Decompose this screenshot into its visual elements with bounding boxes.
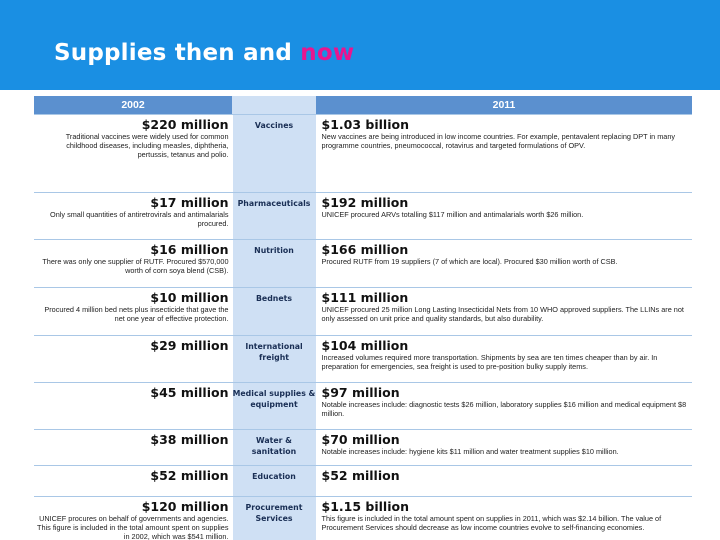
table-row: $220 million Traditional vaccines were wi… bbox=[34, 114, 692, 193]
cell-2002: $45 million bbox=[34, 382, 232, 430]
amount-2002: $52 million bbox=[150, 467, 229, 483]
desc-2011: Increased volumes required more transpor… bbox=[321, 352, 658, 371]
desc-2011: This figure is included in the total amo… bbox=[321, 513, 662, 532]
desc-2002: There was only one supplier of RUTF. Pro… bbox=[42, 256, 229, 275]
table-row: $16 million There was only one supplier o… bbox=[34, 239, 692, 288]
slide-title: Supplies then and now bbox=[54, 40, 354, 66]
cell-2002: $10 million Procured 4 million bed nets p… bbox=[34, 287, 232, 336]
cell-2011: $1.03 billion New vaccines are being intr… bbox=[316, 114, 692, 193]
desc-2002: Traditional vaccines were widely used fo… bbox=[65, 131, 229, 160]
desc-2011: UNICEF procured ARVs totalling $117 mill… bbox=[321, 209, 584, 219]
cell-2002: $16 million There was only one supplier o… bbox=[34, 239, 232, 288]
category-label: Pharmaceuticals bbox=[237, 198, 311, 208]
table-row: $29 million International freight $104 m… bbox=[34, 335, 692, 383]
cell-category: Vaccines bbox=[231, 114, 317, 193]
desc-2011: Procured RUTF from 19 suppliers (7 of wh… bbox=[321, 256, 618, 266]
cell-2002: $38 million bbox=[34, 429, 232, 466]
cell-2011: $166 million Procured RUTF from 19 suppli… bbox=[316, 239, 692, 288]
category-label: Vaccines bbox=[254, 120, 294, 130]
cell-2011: $1.15 billion This figure is included in … bbox=[316, 496, 692, 540]
cell-2002: $120 million UNICEF procures on behalf of… bbox=[34, 496, 232, 540]
amount-2002: $17 million bbox=[150, 194, 229, 210]
desc-2011: New vaccines are being introduced in low… bbox=[321, 131, 676, 150]
table-row: $45 million Medical supplies & equipment… bbox=[34, 382, 692, 430]
slide-header: Supplies then and now bbox=[0, 0, 720, 90]
cell-category: Education bbox=[231, 465, 317, 497]
cell-category: Bednets bbox=[231, 287, 317, 336]
category-label: Education bbox=[252, 471, 296, 481]
amount-2011: $192 million bbox=[321, 194, 409, 210]
desc-2002: Procured 4 million bed nets plus insecti… bbox=[44, 304, 229, 323]
cell-category: Medical supplies & equipment bbox=[231, 382, 317, 430]
cell-2002: $29 million bbox=[34, 335, 232, 383]
supplies-comparison-table: 2002 2011 $220 million Traditional vaccin… bbox=[34, 96, 692, 540]
amount-2011: $1.03 billion bbox=[321, 116, 409, 132]
cell-2011: $97 million Notable increases include: di… bbox=[316, 382, 692, 430]
amount-2002: $38 million bbox=[150, 431, 229, 447]
table-row: $120 million UNICEF procures on behalf of… bbox=[34, 496, 692, 540]
category-label: Bednets bbox=[255, 293, 293, 303]
category-label: Water & sanitation bbox=[251, 435, 297, 456]
amount-2011: $52 million bbox=[321, 467, 400, 483]
category-label: Medical supplies & equipment bbox=[232, 388, 316, 409]
cell-2002: $220 million Traditional vaccines were wi… bbox=[34, 114, 232, 193]
amount-2002: $220 million bbox=[141, 116, 229, 132]
desc-2002: Only small quantities of antiretrovirals… bbox=[50, 209, 229, 228]
cell-2011: $52 million bbox=[316, 465, 692, 497]
amount-2002: $45 million bbox=[150, 384, 229, 400]
cell-2011: $104 million Increased volumes required m… bbox=[316, 335, 692, 383]
category-label: Nutrition bbox=[254, 245, 294, 255]
table-row: $17 million Only small quantities of anti… bbox=[34, 192, 692, 240]
desc-2011: Notable increases include: hygiene kits … bbox=[321, 446, 619, 456]
amount-2011: $166 million bbox=[321, 241, 409, 257]
amount-2002: $120 million bbox=[141, 498, 229, 514]
header-category bbox=[232, 96, 316, 115]
desc-2011: Notable increases include: diagnostic te… bbox=[321, 399, 687, 418]
title-highlight: now bbox=[300, 40, 355, 66]
table-header-row: 2002 2011 bbox=[34, 96, 692, 115]
table-row: $10 million Procured 4 million bed nets p… bbox=[34, 287, 692, 336]
amount-2011: $104 million bbox=[321, 337, 409, 353]
cell-2011: $111 million UNICEF procured 25 million L… bbox=[316, 287, 692, 336]
cell-2011: $70 million Notable increases include: hy… bbox=[316, 429, 692, 466]
desc-2002: UNICEF procures on behalf of governments… bbox=[37, 513, 229, 540]
cell-category: Procurement Services bbox=[231, 496, 317, 540]
amount-2002: $16 million bbox=[150, 241, 229, 257]
desc-2011: UNICEF procured 25 million Long Lasting … bbox=[321, 304, 684, 323]
cell-category: Pharmaceuticals bbox=[231, 192, 317, 240]
cell-category: Water & sanitation bbox=[231, 429, 317, 466]
amount-2011: $111 million bbox=[321, 289, 409, 305]
title-main: Supplies then and bbox=[54, 40, 293, 66]
cell-2002: $52 million bbox=[34, 465, 232, 497]
cell-2002: $17 million Only small quantities of anti… bbox=[34, 192, 232, 240]
amount-2011: $1.15 billion bbox=[321, 498, 409, 514]
amount-2011: $97 million bbox=[321, 384, 400, 400]
table-row: $38 million Water & sanitation $70 milli… bbox=[34, 429, 692, 466]
category-label: Procurement Services bbox=[245, 502, 303, 523]
header-2011: 2011 bbox=[316, 96, 692, 115]
table-row: $52 million Education $52 million bbox=[34, 465, 692, 497]
amount-2002: $29 million bbox=[150, 337, 229, 353]
category-label: International freight bbox=[245, 341, 303, 362]
amount-2011: $70 million bbox=[321, 431, 400, 447]
cell-category: Nutrition bbox=[231, 239, 317, 288]
header-2002: 2002 bbox=[34, 96, 232, 115]
cell-2011: $192 million UNICEF procured ARVs totalli… bbox=[316, 192, 692, 240]
amount-2002: $10 million bbox=[150, 289, 229, 305]
cell-category: International freight bbox=[231, 335, 317, 383]
